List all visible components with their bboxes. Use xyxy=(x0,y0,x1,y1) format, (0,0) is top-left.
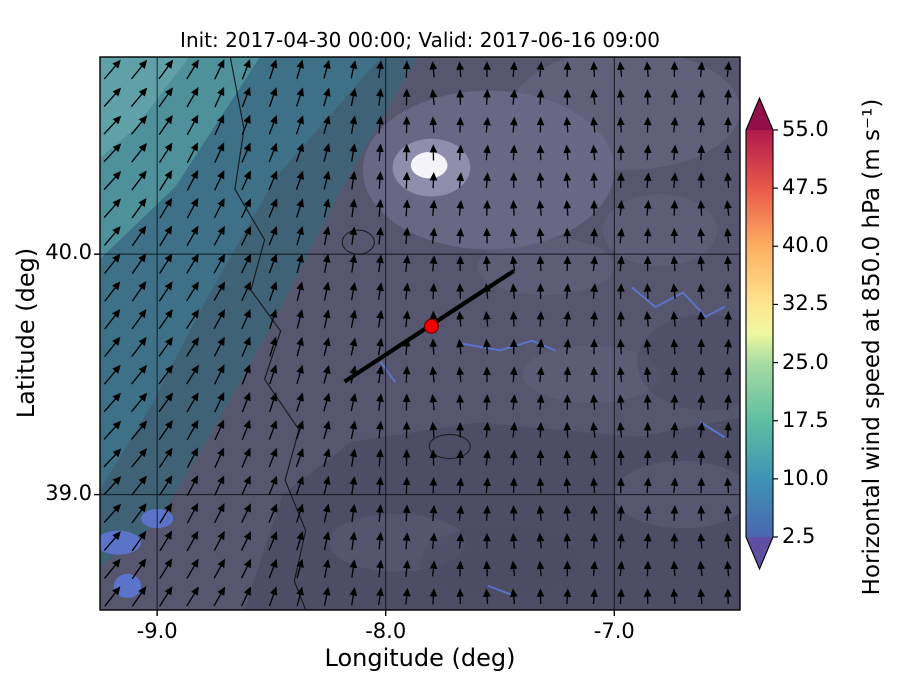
y-tick-label: 39.0 xyxy=(45,480,92,505)
patch-mottle-1 xyxy=(477,237,615,296)
water-body xyxy=(113,573,142,598)
region-corner-lightest-teal xyxy=(100,57,190,158)
colorbar-tick-label: 47.5 xyxy=(782,175,829,200)
colorbar-tick-label: 17.5 xyxy=(782,407,829,432)
x-tick-label: -7.0 xyxy=(593,619,635,643)
patch-cloud-core xyxy=(410,151,448,179)
river-line xyxy=(487,585,515,597)
plot-title: Init: 2017-04-30 00:00; Valid: 2017-06-1… xyxy=(180,28,660,52)
patch-lavender-haze-ne xyxy=(511,57,740,170)
x-tick-label: -9.0 xyxy=(136,619,178,643)
x-axis-label: Longitude (deg) xyxy=(324,644,516,672)
location-marker xyxy=(423,318,439,334)
colorbar-tick-label: 10.0 xyxy=(782,465,829,490)
patch-mottle-dark-1 xyxy=(637,314,740,411)
colorbar-tick-label: 2.5 xyxy=(782,524,816,548)
region-west-wind-band-outer xyxy=(100,57,418,567)
colorbar-tick-label: 25.0 xyxy=(782,349,829,374)
y-tick-label: 40.0 xyxy=(45,240,92,265)
colorbar-tick-label: 40.0 xyxy=(782,233,829,258)
y-axis-label: Latitude (deg) xyxy=(12,247,40,419)
colorbar-tick-label: 32.5 xyxy=(782,291,829,316)
river-line xyxy=(631,286,725,318)
patch-mottle-dark-2 xyxy=(420,525,580,598)
patch-mottle-2 xyxy=(602,194,718,267)
map-layers xyxy=(100,57,740,610)
wind-arrows xyxy=(103,59,732,607)
colorbar-under-arrow xyxy=(746,537,773,569)
colorbar-label: Horizontal wind speed at 850.0 hPa (m s⁻… xyxy=(859,98,885,596)
x-tick-label: -8.0 xyxy=(365,619,407,643)
colorbar-gradient xyxy=(746,130,773,537)
colorbar-over-arrow xyxy=(746,98,773,130)
colorbar-tick-label: 55.0 xyxy=(782,117,829,141)
water-body xyxy=(100,530,142,555)
plot-border xyxy=(99,56,741,611)
region-south-darker-low-wind xyxy=(244,417,740,610)
patch-mottle-5 xyxy=(328,513,466,572)
terrain-contour-loop xyxy=(428,433,471,460)
